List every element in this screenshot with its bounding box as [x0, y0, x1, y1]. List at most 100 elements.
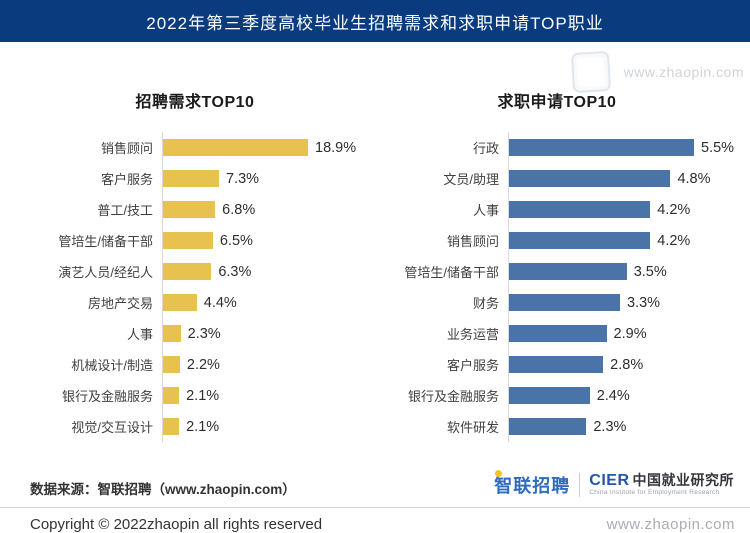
- category-label: 财务: [472, 296, 499, 311]
- bar-rows-recruitment: 销售顾问 18.9% 客户服务 7.3% 普工/技工 6.8% 管培生/储备干部 6.5% 演艺…: [14, 132, 376, 442]
- bar-cell: 6.5%: [162, 225, 376, 256]
- bar-cell: 2.1%: [162, 411, 376, 442]
- value-label: 2.2%: [186, 356, 220, 373]
- value-label: 2.3%: [593, 418, 627, 435]
- bar: [163, 325, 181, 342]
- value-label: 4.4%: [203, 294, 237, 311]
- category-label: 人事: [126, 327, 153, 342]
- bar-row: 人事 4.2%: [376, 194, 738, 225]
- title-banner: 2022年第三季度高校毕业生招聘需求和求职申请TOP职业: [0, 0, 750, 42]
- value-label: 4.2%: [657, 201, 691, 218]
- category-label: 客户服务: [446, 358, 499, 373]
- value-label: 4.2%: [657, 232, 691, 249]
- value-label: 2.1%: [186, 387, 220, 404]
- zhaopin-logo-text: 智联招聘: [494, 476, 571, 496]
- category-label: 销售顾问: [446, 234, 499, 249]
- value-label: 6.8%: [222, 201, 256, 218]
- bar-row: 普工/技工 6.8%: [14, 194, 376, 225]
- bar-row: 客户服务 2.8%: [376, 349, 738, 380]
- bar-cell: 7.3%: [162, 163, 376, 194]
- footer-source-row: 数据来源：智联招聘（www.zhaopin.com） 智联招聘 CIER 中国就…: [0, 466, 750, 507]
- bar: [163, 263, 212, 280]
- bar: [163, 232, 213, 249]
- value-label: 2.1%: [186, 418, 220, 435]
- bar-row: 视觉/交互设计 2.1%: [14, 411, 376, 442]
- category-label: 销售顾问: [100, 141, 153, 156]
- category-label: 普工/技工: [97, 203, 153, 218]
- category-label: 演艺人员/经纪人: [58, 265, 153, 280]
- bar-row: 演艺人员/经纪人 6.3%: [14, 256, 376, 287]
- watermark-stamp-icon: [570, 51, 611, 93]
- bar: [163, 170, 219, 187]
- bar-row: 银行及金融服务 2.1%: [14, 380, 376, 411]
- value-label: 7.3%: [226, 170, 260, 187]
- footer: 数据来源：智联招聘（www.zhaopin.com） 智联招聘 CIER 中国就…: [0, 466, 750, 533]
- category-label: 人事: [472, 203, 499, 218]
- bar-row: 文员/助理 4.8%: [376, 163, 738, 194]
- zhaopin-cier-logo: 智联招聘 CIER 中国就业研究所 China Institute for Em…: [494, 470, 734, 498]
- value-label: 2.4%: [596, 387, 630, 404]
- bar: [509, 201, 651, 218]
- data-source-text: 数据来源：智联招聘（www.zhaopin.com）: [30, 482, 296, 497]
- category-label: 行政: [472, 141, 499, 156]
- bar-cell: 4.8%: [508, 163, 738, 194]
- category-label: 银行及金融服务: [61, 389, 153, 404]
- value-label: 3.3%: [627, 294, 661, 311]
- bar-row: 人事 2.3%: [14, 318, 376, 349]
- chart-job-applications: 求职申请TOP10 行政 5.5% 文员/助理 4.8% 人事 4.2% 销售顾问 4.2% 管…: [376, 88, 738, 442]
- bar-cell: 2.2%: [162, 349, 376, 380]
- bar-row: 管培生/储备干部 6.5%: [14, 225, 376, 256]
- bar-row: 管培生/储备干部 3.5%: [376, 256, 738, 287]
- bar: [509, 356, 604, 373]
- category-label: 客户服务: [100, 172, 153, 187]
- bar: [509, 294, 620, 311]
- bar-row: 银行及金融服务 2.4%: [376, 380, 738, 411]
- category-label: 文员/助理: [443, 172, 499, 187]
- bar-row: 行政 5.5%: [376, 132, 738, 163]
- bar-cell: 4.4%: [162, 287, 376, 318]
- value-label: 6.3%: [218, 263, 252, 280]
- bar-row: 客户服务 7.3%: [14, 163, 376, 194]
- bar-cell: 3.3%: [508, 287, 738, 318]
- chart-title-applications: 求职申请TOP10: [497, 94, 617, 111]
- bar-row: 销售顾问 4.2%: [376, 225, 738, 256]
- bar-rows-applications: 行政 5.5% 文员/助理 4.8% 人事 4.2% 销售顾问 4.2% 管培生/储备干部 3.5…: [376, 132, 738, 442]
- value-label: 18.9%: [315, 139, 357, 156]
- value-label: 4.8%: [677, 170, 711, 187]
- bar: [509, 387, 590, 404]
- logo-divider: [579, 473, 581, 497]
- institute-name-en: China Institute for Employment Research: [589, 489, 720, 497]
- bar-cell: 2.1%: [162, 380, 376, 411]
- cier-logo-top: CIER 中国就业研究所: [589, 471, 734, 490]
- bar-row: 机械设计/制造 2.2%: [14, 349, 376, 380]
- value-label: 6.5%: [219, 232, 253, 249]
- bar-cell: 4.2%: [508, 225, 738, 256]
- cier-logo-text: CIER: [589, 471, 630, 489]
- bar: [163, 201, 216, 218]
- bar-cell: 4.2%: [508, 194, 738, 225]
- logo-yellow-dot-icon: [495, 470, 503, 477]
- bar-row: 财务 3.3%: [376, 287, 738, 318]
- value-label: 3.5%: [633, 263, 667, 280]
- bar-cell: 2.9%: [508, 318, 738, 349]
- value-label: 2.8%: [610, 356, 644, 373]
- category-label: 视觉/交互设计: [71, 420, 153, 435]
- category-label: 房地产交易: [87, 296, 153, 311]
- bar-cell: 6.3%: [162, 256, 376, 287]
- bar-cell: 2.3%: [162, 318, 376, 349]
- category-label: 软件研发: [446, 420, 499, 435]
- top-watermark: www.zhaopin.com: [570, 51, 744, 93]
- copyright-text: Copyright © 2022zhaopin all rights reser…: [30, 516, 323, 533]
- category-label: 管培生/储备干部: [404, 265, 499, 280]
- bar: [509, 232, 651, 249]
- footer-divider: [0, 507, 750, 508]
- value-label: 5.5%: [701, 139, 735, 156]
- category-label: 机械设计/制造: [71, 358, 153, 373]
- bar-cell: 2.4%: [508, 380, 738, 411]
- value-label: 2.9%: [613, 325, 647, 342]
- bar: [163, 139, 308, 156]
- zhaopin-logo: 智联招聘: [494, 470, 571, 498]
- bar-cell: 2.3%: [508, 411, 738, 442]
- bar-row: 销售顾问 18.9%: [14, 132, 376, 163]
- chart-recruitment-demand: 招聘需求TOP10 销售顾问 18.9% 客户服务 7.3% 普工/技工 6.8% 管培生/…: [14, 88, 376, 442]
